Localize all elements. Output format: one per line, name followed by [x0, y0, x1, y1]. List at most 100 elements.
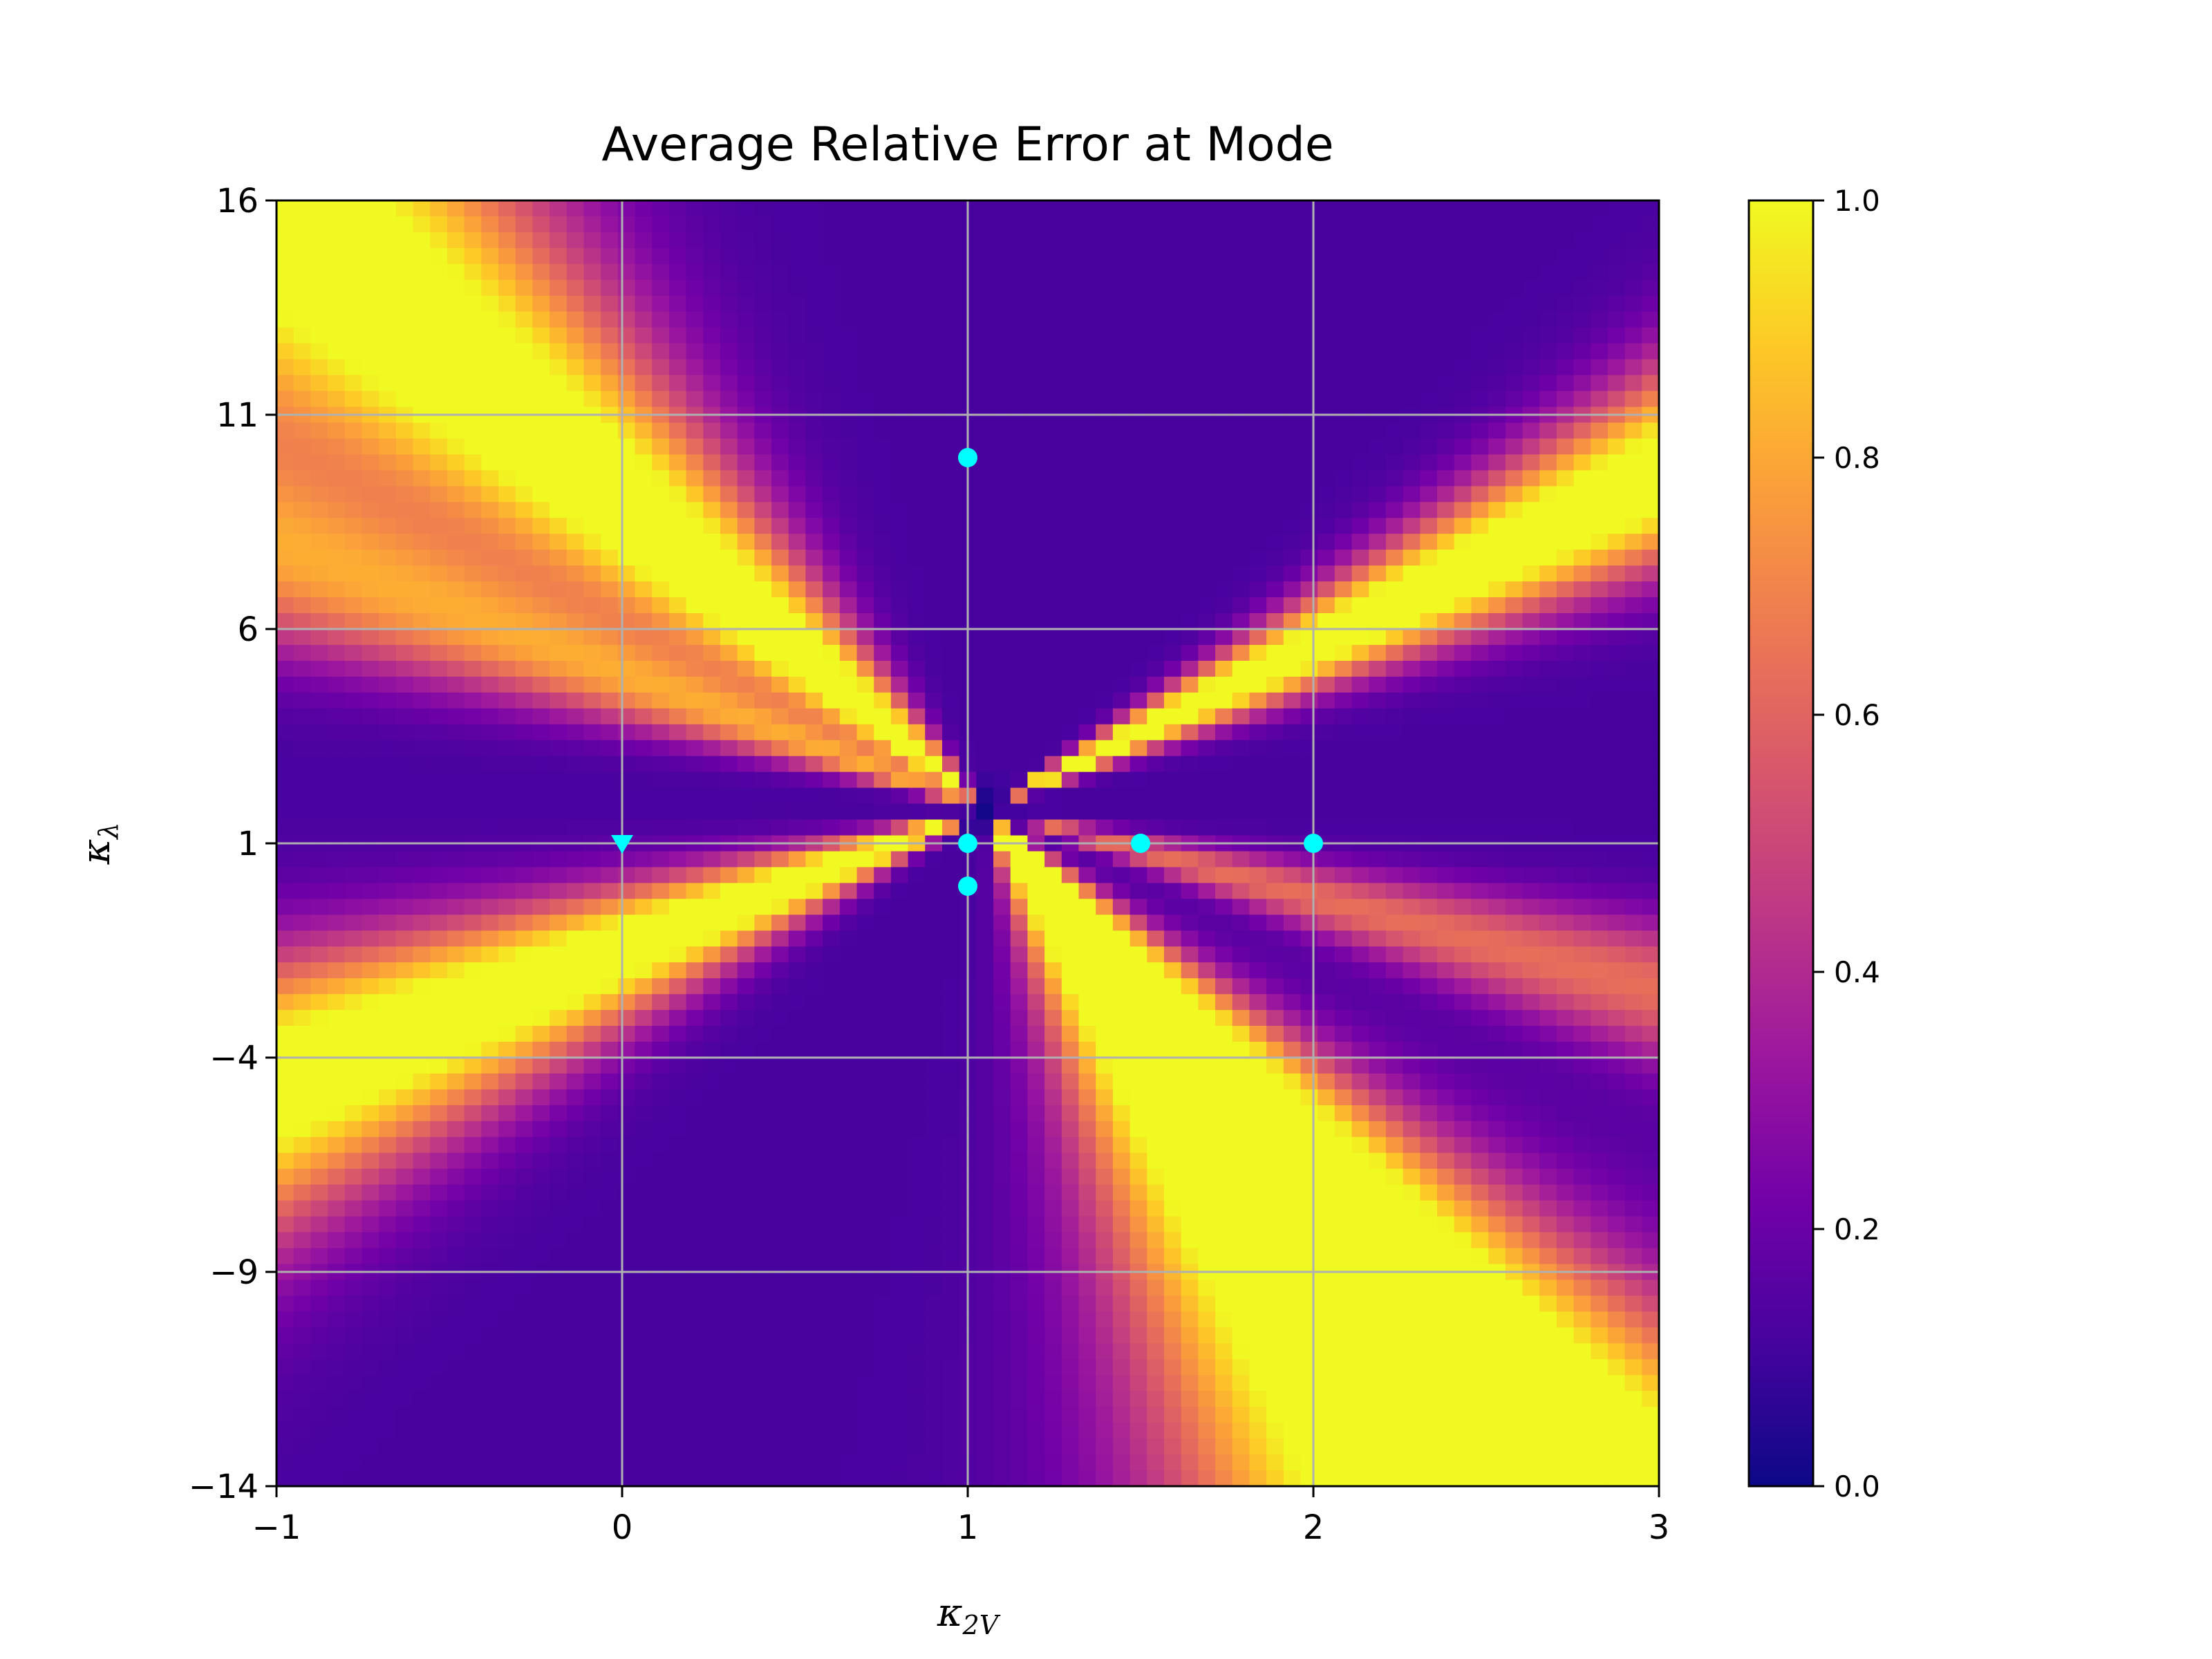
heatmap-cell — [890, 692, 909, 709]
heatmap-cell — [1556, 915, 1575, 931]
heatmap-cell — [805, 597, 823, 614]
heatmap-cell — [550, 375, 568, 392]
heatmap-cell — [413, 470, 431, 487]
heatmap-cell — [1624, 1152, 1642, 1170]
heatmap-cell — [941, 1026, 960, 1042]
heatmap-cell — [635, 565, 653, 582]
heatmap-cell — [720, 708, 738, 725]
heatmap-cell — [1215, 930, 1233, 947]
heatmap-cell — [754, 422, 772, 440]
heatmap-cell — [1027, 200, 1045, 217]
heatmap-cell — [1334, 708, 1353, 725]
heatmap-cell — [823, 1073, 841, 1090]
heatmap-cell — [635, 263, 653, 281]
heatmap-cell — [310, 550, 328, 566]
heatmap-cell — [1266, 295, 1284, 312]
heatmap-cell — [1112, 247, 1131, 265]
heatmap-cell — [1010, 518, 1029, 534]
heatmap-cell — [1044, 1089, 1062, 1106]
heatmap-cell — [652, 391, 670, 408]
heatmap-cell — [1112, 819, 1131, 836]
heatmap-cell — [430, 1089, 448, 1106]
heatmap-cell — [856, 343, 874, 360]
heatmap-cell — [720, 660, 738, 677]
heatmap-cell — [1044, 343, 1062, 360]
heatmap-cell — [413, 851, 431, 868]
heatmap-cell — [1573, 915, 1591, 931]
heatmap-cell — [1607, 1058, 1626, 1074]
heatmap-cell — [413, 803, 431, 821]
heatmap-cell — [754, 279, 772, 297]
heatmap-cell — [1334, 915, 1353, 931]
heatmap-cell — [413, 994, 431, 1011]
heatmap-cell — [395, 454, 414, 471]
heatmap-cell — [976, 518, 994, 534]
heatmap-cell — [1607, 502, 1626, 518]
heatmap-cell — [839, 899, 858, 915]
heatmap-cell — [1181, 327, 1199, 344]
heatmap-cell — [430, 771, 448, 789]
heatmap-cell — [788, 279, 807, 297]
heatmap-cell — [941, 327, 960, 344]
heatmap-cell — [481, 279, 499, 297]
heatmap-cell — [823, 899, 841, 915]
heatmap-cell — [823, 454, 841, 471]
heatmap-cell — [362, 629, 379, 646]
heatmap-cell — [1130, 867, 1147, 883]
heatmap-cell — [754, 565, 772, 582]
heatmap-cell — [1624, 676, 1642, 693]
heatmap-cell — [1163, 1073, 1182, 1090]
heatmap-cell — [1403, 597, 1421, 614]
heatmap-cell — [395, 930, 414, 947]
heatmap-cell — [703, 978, 721, 995]
heatmap-cell — [481, 962, 499, 979]
heatmap-cell — [1522, 787, 1540, 805]
heatmap-cell — [1010, 311, 1029, 328]
heatmap-cell — [1318, 200, 1335, 217]
heatmap-cell — [1232, 359, 1250, 376]
heatmap-cell — [1454, 899, 1472, 915]
heatmap-cell — [1556, 1152, 1575, 1170]
heatmap-cell — [771, 946, 789, 963]
heatmap-cell — [1283, 819, 1302, 836]
heatmap-cell — [1096, 534, 1114, 550]
heatmap-cell — [1163, 375, 1182, 392]
heatmap-cell — [993, 644, 1011, 662]
heatmap-cell — [1591, 391, 1609, 408]
heatmap-cell — [515, 978, 533, 995]
heatmap-cell — [908, 883, 926, 899]
heatmap-cell — [703, 676, 721, 693]
heatmap-cell — [805, 978, 823, 995]
heatmap-cell — [362, 883, 379, 899]
heatmap-cell — [908, 644, 926, 662]
heatmap-cell — [720, 486, 738, 503]
heatmap-cell — [652, 1026, 670, 1042]
heatmap-cell — [1351, 311, 1369, 328]
heatmap-cell — [1351, 803, 1369, 821]
heatmap-cell — [1420, 518, 1438, 534]
heatmap-cell — [1522, 247, 1540, 265]
heatmap-cell — [550, 581, 568, 598]
heatmap-cell — [771, 883, 789, 899]
heatmap-cell — [413, 375, 431, 392]
heatmap-cell — [925, 486, 943, 503]
heatmap-cell — [1044, 883, 1062, 899]
heatmap-cell — [1642, 565, 1659, 582]
heatmap-cell — [601, 375, 619, 392]
heatmap-cell — [1642, 803, 1659, 821]
heatmap-cell — [703, 851, 721, 868]
heatmap-cell — [1181, 644, 1199, 662]
heatmap-cell — [908, 597, 926, 614]
heatmap-cell — [754, 676, 772, 693]
heatmap-cell — [1027, 660, 1045, 677]
heatmap-cell — [498, 1042, 516, 1058]
heatmap-cell — [925, 994, 943, 1011]
heatmap-cell — [1403, 756, 1421, 773]
heatmap-cell — [1505, 708, 1524, 725]
heatmap-cell — [1522, 1121, 1540, 1138]
heatmap-cell — [1607, 978, 1626, 995]
heatmap-cell — [1010, 819, 1029, 836]
heatmap-cell — [1181, 724, 1199, 741]
heatmap-cell — [1642, 454, 1659, 471]
heatmap-cell — [652, 1042, 670, 1058]
